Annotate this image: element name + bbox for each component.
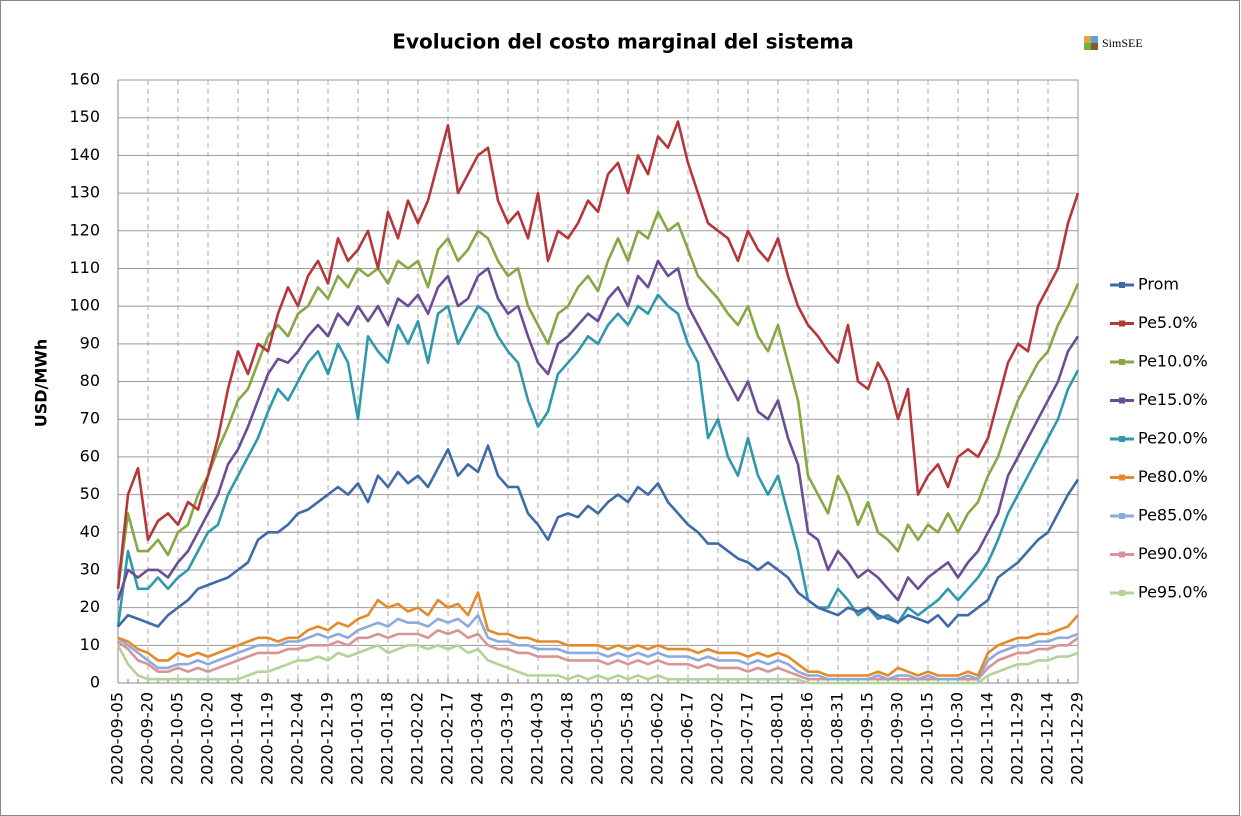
- x-tick-label: 2021-08-01: [768, 692, 787, 785]
- y-tick-label: 160: [69, 70, 100, 89]
- x-tick-label: 2021-01-03: [348, 692, 367, 785]
- logo: SimSEE: [1084, 36, 1143, 50]
- y-tick-label: 90: [80, 333, 100, 352]
- x-tick-label: 2021-04-18: [558, 692, 577, 785]
- x-tick-label: 2021-02-17: [438, 692, 457, 785]
- series-line: [116, 210, 1080, 589]
- x-tick-label: 2021-01-18: [378, 692, 397, 785]
- legend-label: Pe95.0%: [1138, 583, 1208, 602]
- legend-marker: [1119, 359, 1125, 365]
- x-tick-label: 2021-09-15: [858, 692, 877, 785]
- x-tick-label: 2021-10-15: [918, 692, 937, 785]
- x-tick-label: 2021-06-17: [678, 692, 697, 785]
- y-tick-label: 60: [80, 446, 100, 465]
- x-tick-label: 2020-09-20: [138, 692, 157, 785]
- legend-marker: [1119, 551, 1125, 558]
- legend-marker: [1119, 436, 1125, 442]
- logo-text: SimSEE: [1102, 36, 1143, 50]
- x-tick-label: 2021-11-14: [978, 692, 997, 785]
- y-tick-label: 140: [69, 145, 100, 164]
- y-tick-label: 130: [69, 183, 100, 202]
- series-line: [116, 643, 1079, 685]
- x-tick-label: 2021-08-16: [798, 692, 817, 785]
- x-tick-label: 2021-10-30: [948, 692, 967, 785]
- x-tick-label: 2021-05-18: [618, 692, 637, 785]
- y-tick-label: 100: [69, 296, 100, 315]
- chart-title: Evolucion del costo marginal del sistema: [392, 30, 853, 54]
- y-tick-label: 10: [80, 635, 100, 654]
- legend-label: Pe20.0%: [1138, 429, 1208, 448]
- legend-marker: [1119, 513, 1125, 519]
- x-tick-label: 2020-11-04: [228, 692, 247, 785]
- x-tick-label: 2021-03-19: [498, 692, 517, 785]
- legend-marker: [1119, 474, 1125, 481]
- legend-marker: [1119, 397, 1125, 404]
- x-tick-label: 2020-10-20: [198, 692, 217, 785]
- legend-label: Pe15.0%: [1138, 390, 1208, 409]
- series-line: [117, 613, 1079, 681]
- y-tick-label: 150: [69, 107, 100, 126]
- x-tick-label: 2021-06-02: [648, 692, 667, 785]
- legend-label: Pe85.0%: [1138, 506, 1208, 525]
- legend-label: Pe90.0%: [1138, 544, 1208, 563]
- x-tick-label: 2020-12-19: [318, 692, 337, 785]
- x-tick-label: 2021-07-17: [738, 692, 757, 785]
- x-tick-label: 2021-05-03: [588, 692, 607, 785]
- y-tick-label: 50: [80, 484, 100, 503]
- x-tick-label: 2020-12-04: [288, 692, 307, 785]
- y-tick-label: 20: [80, 597, 100, 616]
- legend-marker: [1119, 282, 1125, 288]
- y-tick-label: 70: [80, 409, 100, 428]
- x-tick-label: 2021-07-02: [708, 692, 727, 785]
- legend-label: Pe80.0%: [1138, 467, 1208, 486]
- series-line: [117, 444, 1080, 628]
- series-line: [117, 591, 1079, 677]
- series-line: [116, 259, 1080, 602]
- y-axis-label: USD/MWh: [32, 339, 51, 428]
- legend-label: Pe5.0%: [1138, 313, 1198, 332]
- legend-marker: [1119, 320, 1125, 327]
- x-tick-label: 2021-09-30: [888, 692, 907, 785]
- series-line: [116, 293, 1080, 627]
- x-tick-label: 2021-04-03: [528, 692, 547, 785]
- y-tick-label: 30: [80, 559, 100, 578]
- y-tick-label: 80: [80, 371, 100, 390]
- y-tick-label: 0: [90, 673, 100, 692]
- x-tick-label: 2021-12-29: [1068, 692, 1087, 785]
- x-tick-label: 2020-11-19: [258, 692, 277, 785]
- series-line: [116, 120, 1080, 589]
- x-tick-label: 2021-08-31: [828, 692, 847, 785]
- x-tick-label: 2020-10-05: [168, 692, 187, 785]
- x-tick-label: 2020-09-05: [108, 692, 127, 785]
- x-tick-label: 2021-12-14: [1038, 692, 1057, 785]
- legend-marker: [1119, 590, 1125, 596]
- legend-label: Pe10.0%: [1138, 352, 1208, 371]
- legend-label: Prom: [1138, 275, 1179, 294]
- y-tick-label: 120: [69, 220, 100, 239]
- x-tick-label: 2021-02-02: [408, 692, 427, 785]
- y-tick-label: 110: [69, 258, 100, 277]
- x-tick-label: 2021-11-29: [1008, 692, 1027, 785]
- x-tick-label: 2021-03-04: [468, 692, 487, 785]
- y-tick-label: 40: [80, 522, 100, 541]
